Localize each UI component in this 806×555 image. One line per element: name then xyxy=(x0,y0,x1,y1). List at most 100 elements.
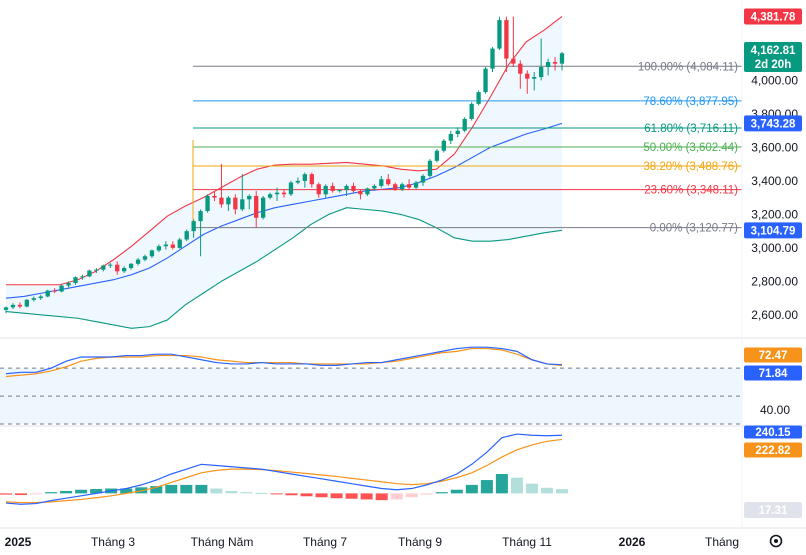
candle[interactable] xyxy=(532,72,537,91)
candle[interactable] xyxy=(469,102,474,121)
candle[interactable] xyxy=(316,182,321,198)
candle[interactable] xyxy=(73,276,78,285)
settings-gear-icon[interactable] xyxy=(769,534,783,548)
candle[interactable] xyxy=(3,306,9,314)
candle[interactable] xyxy=(399,182,405,191)
candle-body xyxy=(163,244,169,247)
candle[interactable] xyxy=(101,264,106,272)
candle[interactable] xyxy=(135,257,141,266)
candle[interactable] xyxy=(274,187,280,201)
candle[interactable] xyxy=(365,187,370,196)
candle[interactable] xyxy=(288,180,294,196)
candle[interactable] xyxy=(372,184,377,191)
candle[interactable] xyxy=(254,190,259,228)
candle[interactable] xyxy=(198,209,203,257)
candle[interactable] xyxy=(66,281,71,288)
fib-level-label: 0.00% (3,120.77) xyxy=(650,223,738,235)
candle[interactable] xyxy=(490,46,495,73)
candle[interactable] xyxy=(393,182,398,191)
macd-line xyxy=(5,433,563,505)
candle[interactable] xyxy=(420,174,426,186)
candle[interactable] xyxy=(24,298,30,308)
candle[interactable] xyxy=(212,190,217,201)
candle[interactable] xyxy=(434,149,440,163)
candle[interactable] xyxy=(323,184,328,198)
candle[interactable] xyxy=(226,195,231,212)
candle-body xyxy=(156,246,162,251)
candle[interactable] xyxy=(59,284,64,293)
candle[interactable] xyxy=(379,175,384,188)
candle[interactable] xyxy=(267,192,273,200)
candle[interactable] xyxy=(545,58,551,76)
rsi-pane[interactable] xyxy=(0,346,742,425)
candle[interactable] xyxy=(497,16,502,51)
macd-value-badge-bg xyxy=(744,425,802,439)
candle[interactable] xyxy=(441,139,447,153)
candle[interactable] xyxy=(504,16,509,73)
candle[interactable] xyxy=(295,177,301,185)
candle[interactable] xyxy=(344,184,349,196)
time-axis[interactable]: 2025 Tháng 3 Tháng Năm Tháng 7 Tháng 9 Tháng … xyxy=(0,527,806,549)
fib-level-label: 78.60% (3,877.95) xyxy=(643,96,738,108)
candle[interactable] xyxy=(247,194,252,210)
candle[interactable] xyxy=(184,229,189,242)
candle[interactable] xyxy=(149,249,155,258)
candle[interactable] xyxy=(525,70,530,94)
candle[interactable] xyxy=(10,303,16,310)
candle[interactable] xyxy=(483,67,488,94)
candle[interactable] xyxy=(156,244,162,253)
candle-body xyxy=(31,298,36,300)
price-pane[interactable]: 100.00% (4,084.11) 78.60% (3,877.95) 61.80… xyxy=(0,16,806,427)
candle[interactable] xyxy=(177,237,182,249)
candle[interactable] xyxy=(552,56,558,71)
candle[interactable] xyxy=(476,90,481,106)
macd-pane[interactable] xyxy=(0,433,569,505)
candle[interactable] xyxy=(31,296,36,302)
candle[interactable] xyxy=(413,180,419,190)
candle-body xyxy=(386,179,391,185)
candle[interactable] xyxy=(511,16,516,67)
candle-body xyxy=(337,190,342,192)
candle[interactable] xyxy=(191,219,196,238)
candle[interactable] xyxy=(115,261,120,275)
candle[interactable] xyxy=(128,262,134,270)
candle[interactable] xyxy=(448,130,453,145)
candle[interactable] xyxy=(260,195,266,220)
candle[interactable] xyxy=(559,51,565,71)
candle[interactable] xyxy=(38,294,43,300)
candle[interactable] xyxy=(302,172,308,188)
candle[interactable] xyxy=(309,172,314,188)
candle[interactable] xyxy=(80,274,85,280)
candle[interactable] xyxy=(406,179,412,190)
candle[interactable] xyxy=(17,302,23,309)
candle[interactable] xyxy=(52,288,57,294)
candle[interactable] xyxy=(518,60,523,89)
candle[interactable] xyxy=(240,174,245,212)
candle[interactable] xyxy=(45,289,50,298)
candle[interactable] xyxy=(351,182,356,193)
candle[interactable] xyxy=(330,182,335,193)
candle[interactable] xyxy=(281,189,287,198)
candle[interactable] xyxy=(163,241,169,250)
price-axis[interactable]: 4,200.004,000.003,800.003,600.003,400.00… xyxy=(741,0,802,528)
candle[interactable] xyxy=(121,266,127,274)
candle[interactable] xyxy=(108,262,113,268)
candle[interactable] xyxy=(94,268,99,274)
candle[interactable] xyxy=(170,241,175,250)
candle[interactable] xyxy=(427,159,433,178)
candle[interactable] xyxy=(462,117,467,133)
candle[interactable] xyxy=(142,254,148,262)
candle[interactable] xyxy=(386,174,391,186)
candle[interactable] xyxy=(219,164,224,208)
candle[interactable] xyxy=(455,127,460,138)
candle[interactable] xyxy=(538,38,544,81)
candle-body xyxy=(302,174,308,181)
candle[interactable] xyxy=(358,189,363,200)
candle[interactable] xyxy=(233,194,238,215)
candle[interactable] xyxy=(337,189,342,193)
candle-body xyxy=(406,184,412,188)
candle[interactable] xyxy=(87,269,92,278)
candle[interactable] xyxy=(205,194,210,213)
macd-histogram-bar xyxy=(450,489,463,494)
